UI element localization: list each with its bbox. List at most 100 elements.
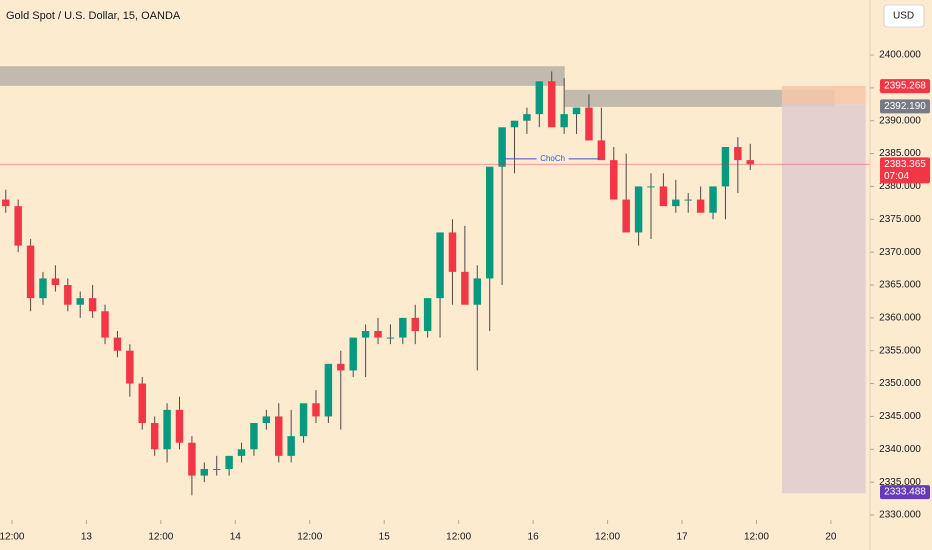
candle-body: [597, 140, 606, 161]
price-tag-label: 2333.488: [884, 487, 926, 498]
candle-body: [535, 81, 544, 115]
zone: [564, 89, 835, 107]
zone: [781, 104, 866, 494]
candle-body: [250, 423, 258, 450]
candle-body: [461, 271, 469, 305]
currency-button[interactable]: [883, 4, 925, 28]
y-tick-label: 2355.000: [879, 345, 921, 356]
candle-body: [610, 160, 618, 200]
candle-body: [101, 311, 109, 338]
candle-body: [212, 469, 221, 471]
candle-body: [337, 363, 345, 371]
x-tick-label: 12:00: [0, 532, 25, 543]
candle-body: [150, 423, 159, 450]
candle-body: [324, 363, 333, 417]
candle-body: [659, 186, 668, 207]
candle-body: [746, 160, 754, 165]
candle-body: [399, 317, 407, 338]
candle-body: [163, 409, 171, 450]
y-tick-label: 2345.000: [879, 411, 921, 422]
x-tick-label: 12:00: [595, 532, 620, 543]
x-tick-label: 13: [81, 532, 93, 543]
price-tag-label: 2395.268: [884, 81, 926, 92]
candle-body: [237, 449, 246, 456]
y-tick-label: 2385.000: [879, 148, 921, 159]
candle-body: [126, 350, 134, 384]
zone: [781, 85, 866, 105]
candle-body: [51, 278, 60, 286]
y-tick-label: 2340.000: [879, 444, 921, 455]
chart-title: Gold Spot / U.S. Dollar, 15, OANDA: [6, 10, 181, 22]
candle-body: [299, 403, 308, 437]
x-tick-label: 16: [528, 532, 540, 543]
candle-body: [634, 186, 643, 233]
candle-body: [647, 186, 655, 188]
x-tick-label: 12:00: [297, 532, 322, 543]
candle-body: [175, 409, 184, 443]
candle-body: [510, 120, 519, 128]
x-tick-label: 15: [379, 532, 391, 543]
candle-body: [423, 298, 432, 332]
candle-body: [498, 127, 506, 167]
candle-body: [76, 298, 84, 305]
candle-body: [485, 166, 494, 279]
candle-body: [672, 199, 680, 207]
candle-body: [523, 114, 531, 121]
price-tag: [880, 79, 930, 94]
candle-body: [2, 199, 10, 207]
x-tick-label: 12:00: [446, 532, 471, 543]
candle-body: [39, 278, 47, 299]
candle-body: [200, 469, 209, 476]
candle-body: [138, 383, 146, 424]
candle-body: [572, 107, 581, 115]
candle-body: [436, 232, 444, 299]
y-tick-label: 2370.000: [879, 247, 921, 258]
y-tick-label: 2335.000: [879, 477, 921, 488]
choch-label: ChoCh: [540, 154, 565, 163]
y-tick-label: 2380.000: [879, 181, 921, 192]
candle-body: [684, 199, 692, 201]
candle-body: [26, 245, 35, 299]
candle-body: [560, 114, 568, 128]
zone: [0, 66, 565, 86]
y-tick-label: 2390.000: [879, 115, 921, 126]
y-tick-label: 2350.000: [879, 378, 921, 389]
candle-body: [696, 199, 705, 213]
countdown-label: 07:04: [884, 171, 909, 182]
y-tick-label: 2365.000: [879, 280, 921, 291]
candle-body: [548, 81, 556, 128]
candle-body: [622, 199, 630, 233]
y-tick-label: 2330.000: [879, 510, 921, 521]
candle-body: [374, 331, 382, 338]
candle-body: [734, 147, 742, 161]
candle-body: [64, 285, 72, 305]
candle-body: [14, 206, 22, 246]
price-tag: [880, 157, 930, 184]
price-tag-label: 2392.190: [884, 101, 926, 112]
price-tag: [880, 485, 930, 500]
candle-body: [262, 416, 271, 424]
x-tick-label: 17: [676, 532, 688, 543]
candle-body: [448, 232, 457, 272]
x-tick-label: 12:00: [148, 532, 173, 543]
price-tag-label: 2383.365: [884, 159, 926, 170]
y-tick-label: 2360.000: [879, 313, 921, 324]
candle-body: [709, 186, 717, 213]
x-tick-label: 20: [825, 532, 837, 543]
candle-body: [275, 416, 283, 456]
x-tick-label: 12:00: [744, 532, 769, 543]
candle-body: [312, 403, 320, 417]
plot-area: ChoCh: [0, 66, 870, 496]
price-tag: [880, 99, 930, 114]
y-tick-label: 2375.000: [879, 214, 921, 225]
candle-body: [361, 331, 370, 338]
candle-body: [473, 278, 482, 305]
y-tick-label: 2400.000: [879, 50, 921, 61]
currency-label[interactable]: USD: [893, 11, 914, 22]
candle-body: [386, 337, 395, 339]
candle-body: [585, 107, 593, 141]
candle-body: [721, 147, 730, 187]
candle-body: [287, 436, 295, 456]
candle-body: [411, 317, 419, 332]
